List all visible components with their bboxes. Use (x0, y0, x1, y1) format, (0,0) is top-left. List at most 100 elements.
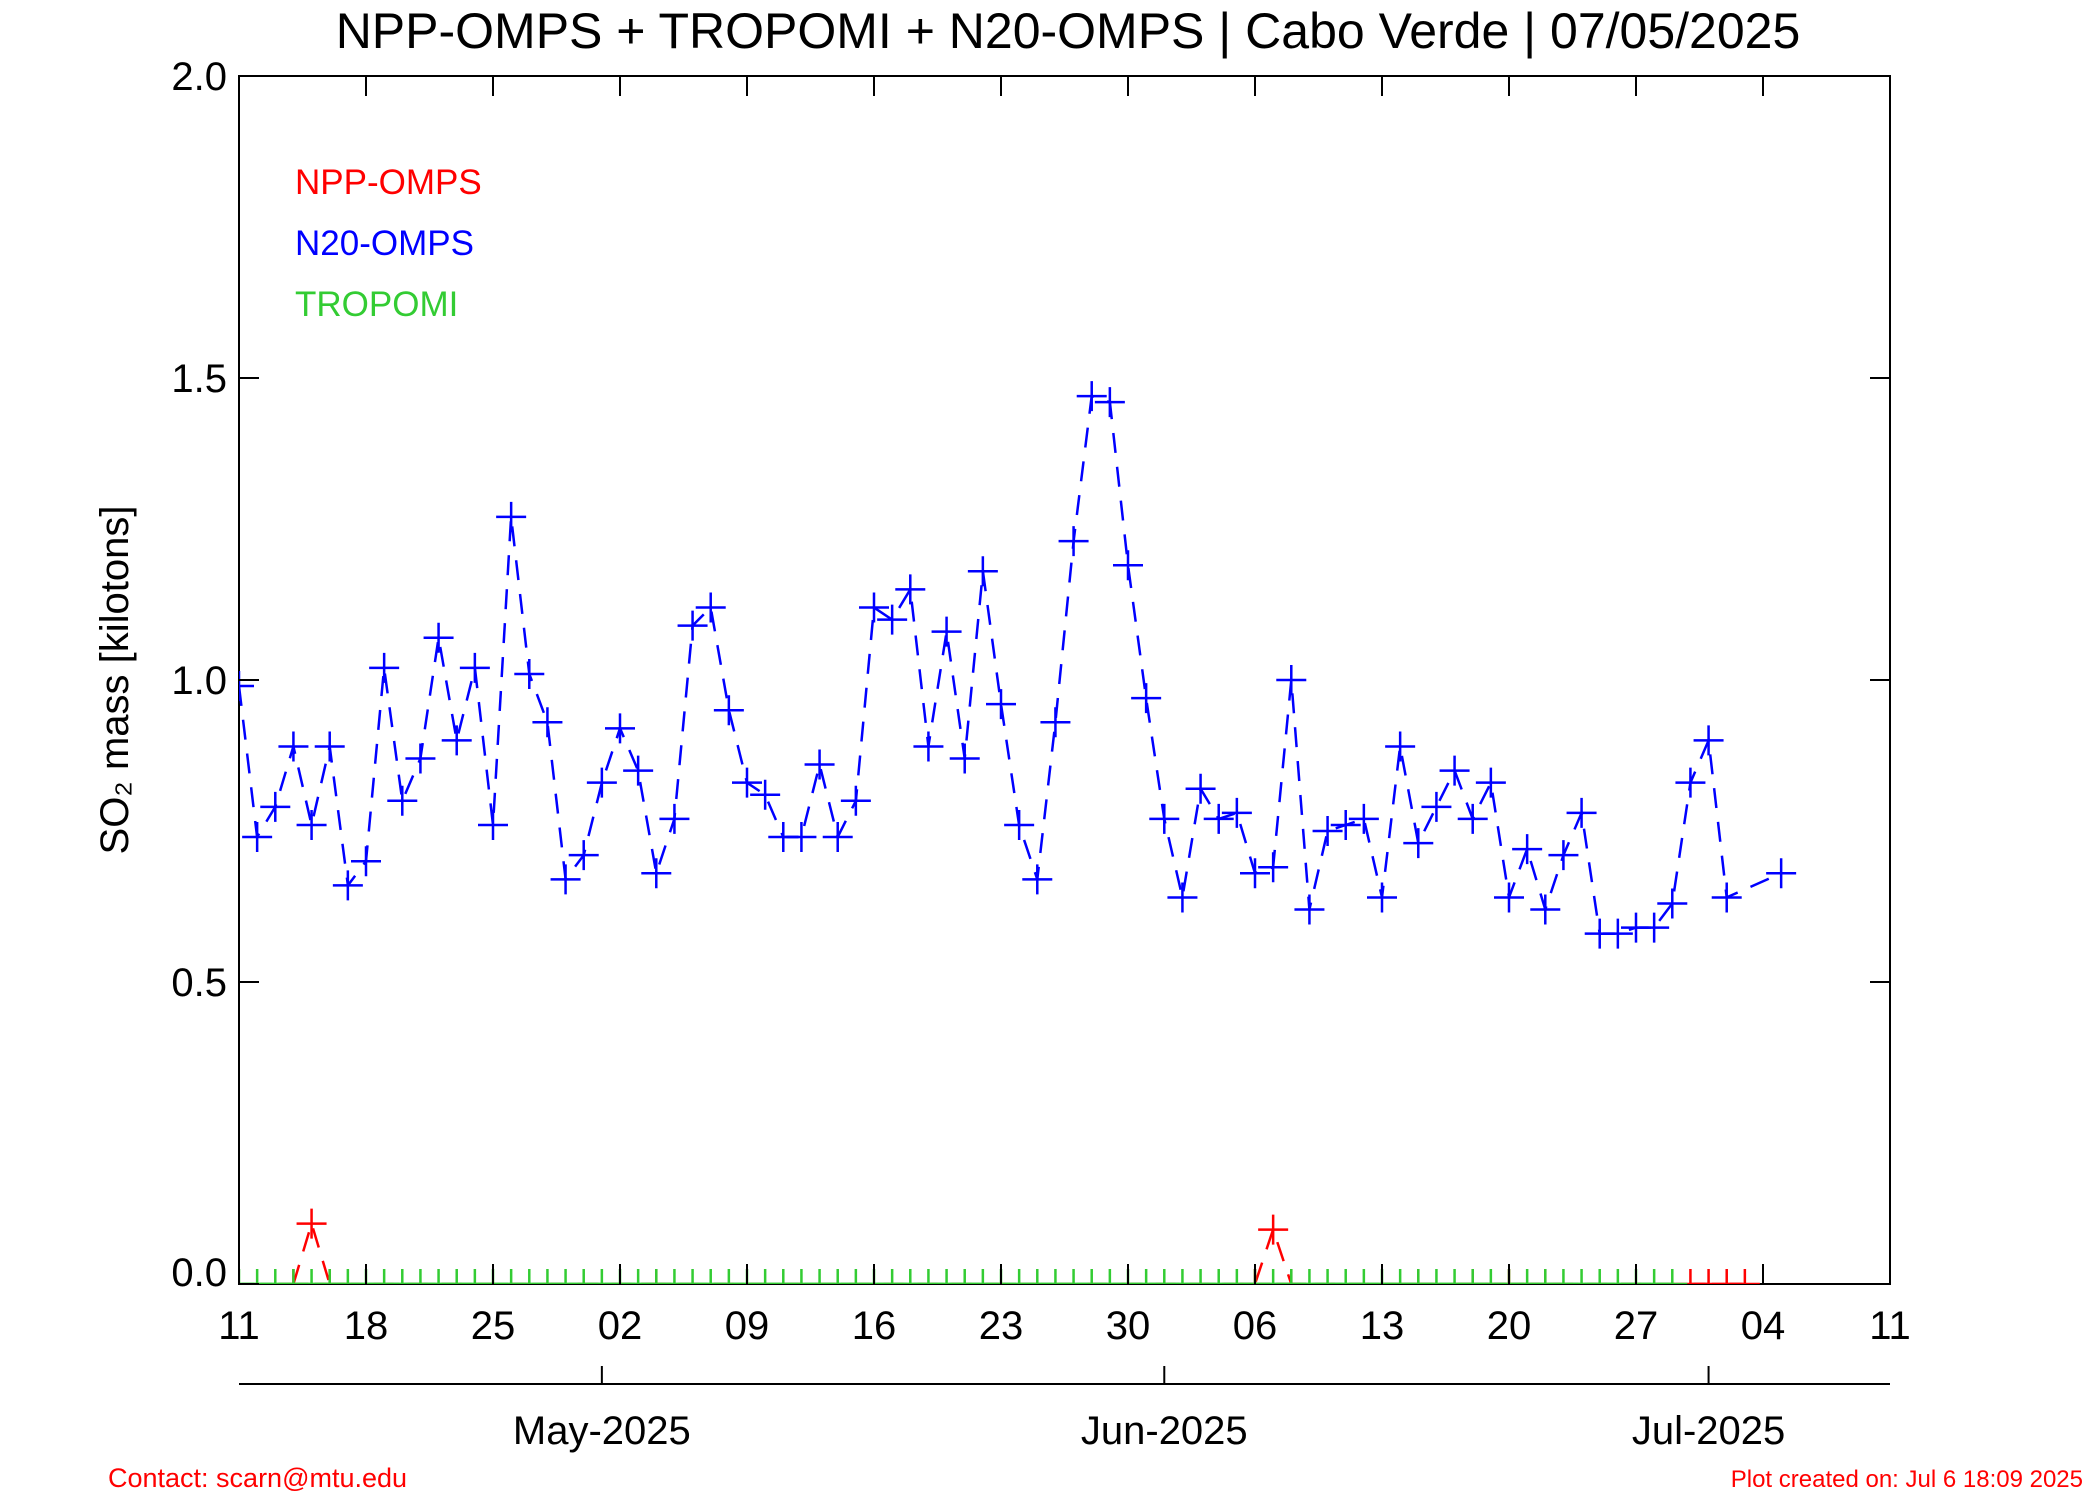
data-marker (1004, 809, 1035, 840)
data-marker (1330, 1269, 1361, 1284)
data-marker (1530, 894, 1561, 925)
data-marker (405, 1269, 436, 1284)
x-tick-label: 27 (1614, 1304, 1659, 1348)
data-marker (314, 731, 345, 762)
data-marker (586, 1269, 617, 1284)
data-marker (568, 1269, 599, 1284)
data-marker (1294, 894, 1325, 925)
data-marker (623, 1269, 654, 1284)
data-marker (1675, 767, 1706, 798)
data-marker (1294, 1269, 1325, 1284)
data-marker (296, 1269, 327, 1284)
data-marker (1693, 1269, 1724, 1284)
data-marker (677, 610, 708, 641)
data-marker (1403, 828, 1434, 859)
data-marker (532, 1269, 563, 1284)
data-marker (840, 785, 871, 816)
month-label: Jul-2025 (1632, 1409, 1785, 1453)
data-marker (695, 1269, 726, 1284)
data-marker (387, 1269, 418, 1284)
x-tick-label: 30 (1106, 1304, 1151, 1348)
data-marker (877, 604, 908, 635)
data-marker (1348, 803, 1379, 834)
data-marker (532, 707, 563, 738)
data-marker (1113, 550, 1143, 581)
data-marker (913, 1269, 944, 1284)
data-marker (1693, 725, 1724, 756)
data-marker (1131, 683, 1162, 714)
data-marker (1258, 1269, 1289, 1284)
data-marker (1276, 1269, 1307, 1284)
data-marker (605, 713, 635, 744)
data-marker (568, 840, 599, 871)
data-marker (913, 731, 944, 762)
data-marker (1421, 1269, 1452, 1284)
data-marker (296, 1208, 327, 1239)
data-marker (1729, 1269, 1760, 1284)
data-marker (1657, 888, 1688, 919)
data-marker (1512, 834, 1543, 865)
y-tick-label: 1.0 (171, 659, 227, 703)
data-marker (1312, 816, 1343, 846)
legend-entry: TROPOMI (295, 285, 458, 324)
month-label: May-2025 (513, 1409, 691, 1453)
series-line (239, 394, 1782, 935)
plot-area (239, 381, 1797, 1284)
data-marker (623, 755, 654, 786)
data-marker (1185, 1269, 1216, 1284)
data-marker (332, 870, 363, 901)
data-marker (1439, 1269, 1470, 1284)
x-tick-label: 11 (1869, 1304, 1911, 1348)
data-marker (1385, 1269, 1416, 1284)
data-marker (641, 1269, 672, 1284)
data-marker (1494, 882, 1524, 913)
data-marker (786, 1269, 817, 1284)
x-tick-label: 06 (1233, 1304, 1278, 1348)
data-marker (1258, 852, 1289, 883)
data-marker (1258, 1214, 1289, 1245)
data-marker (695, 592, 726, 623)
x-tick-label: 11 (218, 1304, 260, 1348)
data-marker (1602, 918, 1633, 949)
data-marker (1367, 882, 1397, 913)
data-marker (496, 1269, 527, 1284)
data-marker (949, 1269, 980, 1284)
data-marker (1221, 797, 1252, 828)
data-marker (1203, 803, 1234, 834)
data-marker (840, 1269, 871, 1284)
data-marker (423, 622, 454, 653)
data-marker (1439, 755, 1470, 786)
data-marker (822, 1269, 853, 1284)
data-marker (895, 574, 926, 605)
data-marker (1131, 1269, 1162, 1284)
data-marker (1475, 767, 1506, 798)
data-marker (1711, 1269, 1742, 1284)
x-tick-label: 04 (1741, 1304, 1786, 1348)
data-marker (804, 749, 835, 780)
data-marker (496, 501, 527, 532)
data-marker (659, 803, 690, 834)
x-tick-label: 18 (344, 1304, 389, 1348)
data-marker (514, 658, 545, 689)
data-marker (986, 689, 1016, 720)
data-marker (1094, 387, 1125, 418)
data-marker (967, 1269, 998, 1284)
data-marker (1566, 797, 1597, 828)
data-marker (931, 1269, 962, 1284)
x-tick-label: 20 (1487, 1304, 1532, 1348)
data-marker (641, 858, 672, 889)
x-tick-label: 23 (979, 1304, 1024, 1348)
data-marker (822, 822, 853, 853)
data-marker (1076, 381, 1107, 412)
data-marker (1276, 665, 1307, 695)
data-marker (786, 822, 817, 853)
chart-title: NPP-OMPS + TROPOMI + N20-OMPS | Cabo Ver… (336, 3, 1801, 59)
data-marker (278, 731, 309, 762)
data-marker (713, 1269, 744, 1284)
data-marker (314, 1269, 345, 1284)
data-marker (441, 1269, 472, 1284)
data-marker (242, 1269, 273, 1284)
legend-entry: NPP-OMPS (295, 163, 482, 202)
data-marker (1639, 1269, 1670, 1284)
data-marker (332, 1269, 363, 1284)
